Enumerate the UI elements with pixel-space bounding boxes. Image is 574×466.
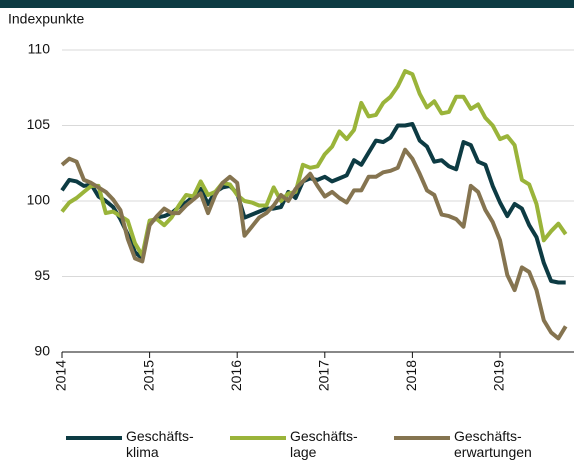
y-axis-label: Indexpunkte (8, 11, 84, 27)
chart: Indexpunkte 90 95 100 105 110 2014 2015 2016 201… (0, 0, 574, 391)
y-tick-label: 105 (27, 116, 51, 132)
x-tick-label: 2014 (53, 360, 69, 391)
top-bar (0, 0, 574, 8)
line (60, 69, 568, 258)
y-tick-label: 90 (34, 343, 50, 359)
x-tick-label: 2015 (140, 360, 156, 391)
legend-item: Geschäfts- lage (230, 428, 358, 460)
legend-item: Geschäfts- erwartungen (394, 428, 532, 460)
legend-label: Geschäfts- erwartungen (454, 428, 532, 460)
y-tick-label: 95 (34, 267, 50, 283)
legend-label: Geschäfts- lage (290, 428, 358, 460)
line (60, 147, 568, 341)
y-tick-label: 100 (27, 192, 51, 208)
x-tick-label: 2017 (316, 360, 332, 391)
legend-swatch (230, 436, 286, 440)
legend-swatch (66, 436, 122, 440)
legend-swatch (394, 436, 450, 440)
x-tick-label: 2018 (403, 360, 419, 391)
x-tick-label: 2016 (228, 360, 244, 391)
legend-label: Geschäfts- klima (126, 428, 194, 460)
y-tick-label: 110 (28, 41, 51, 57)
x-tick-label: 2019 (491, 360, 507, 391)
legend: Geschäfts- klima Geschäfts- lage Geschäfts… (0, 428, 574, 466)
legend-item: Geschäfts- klima (66, 428, 194, 460)
